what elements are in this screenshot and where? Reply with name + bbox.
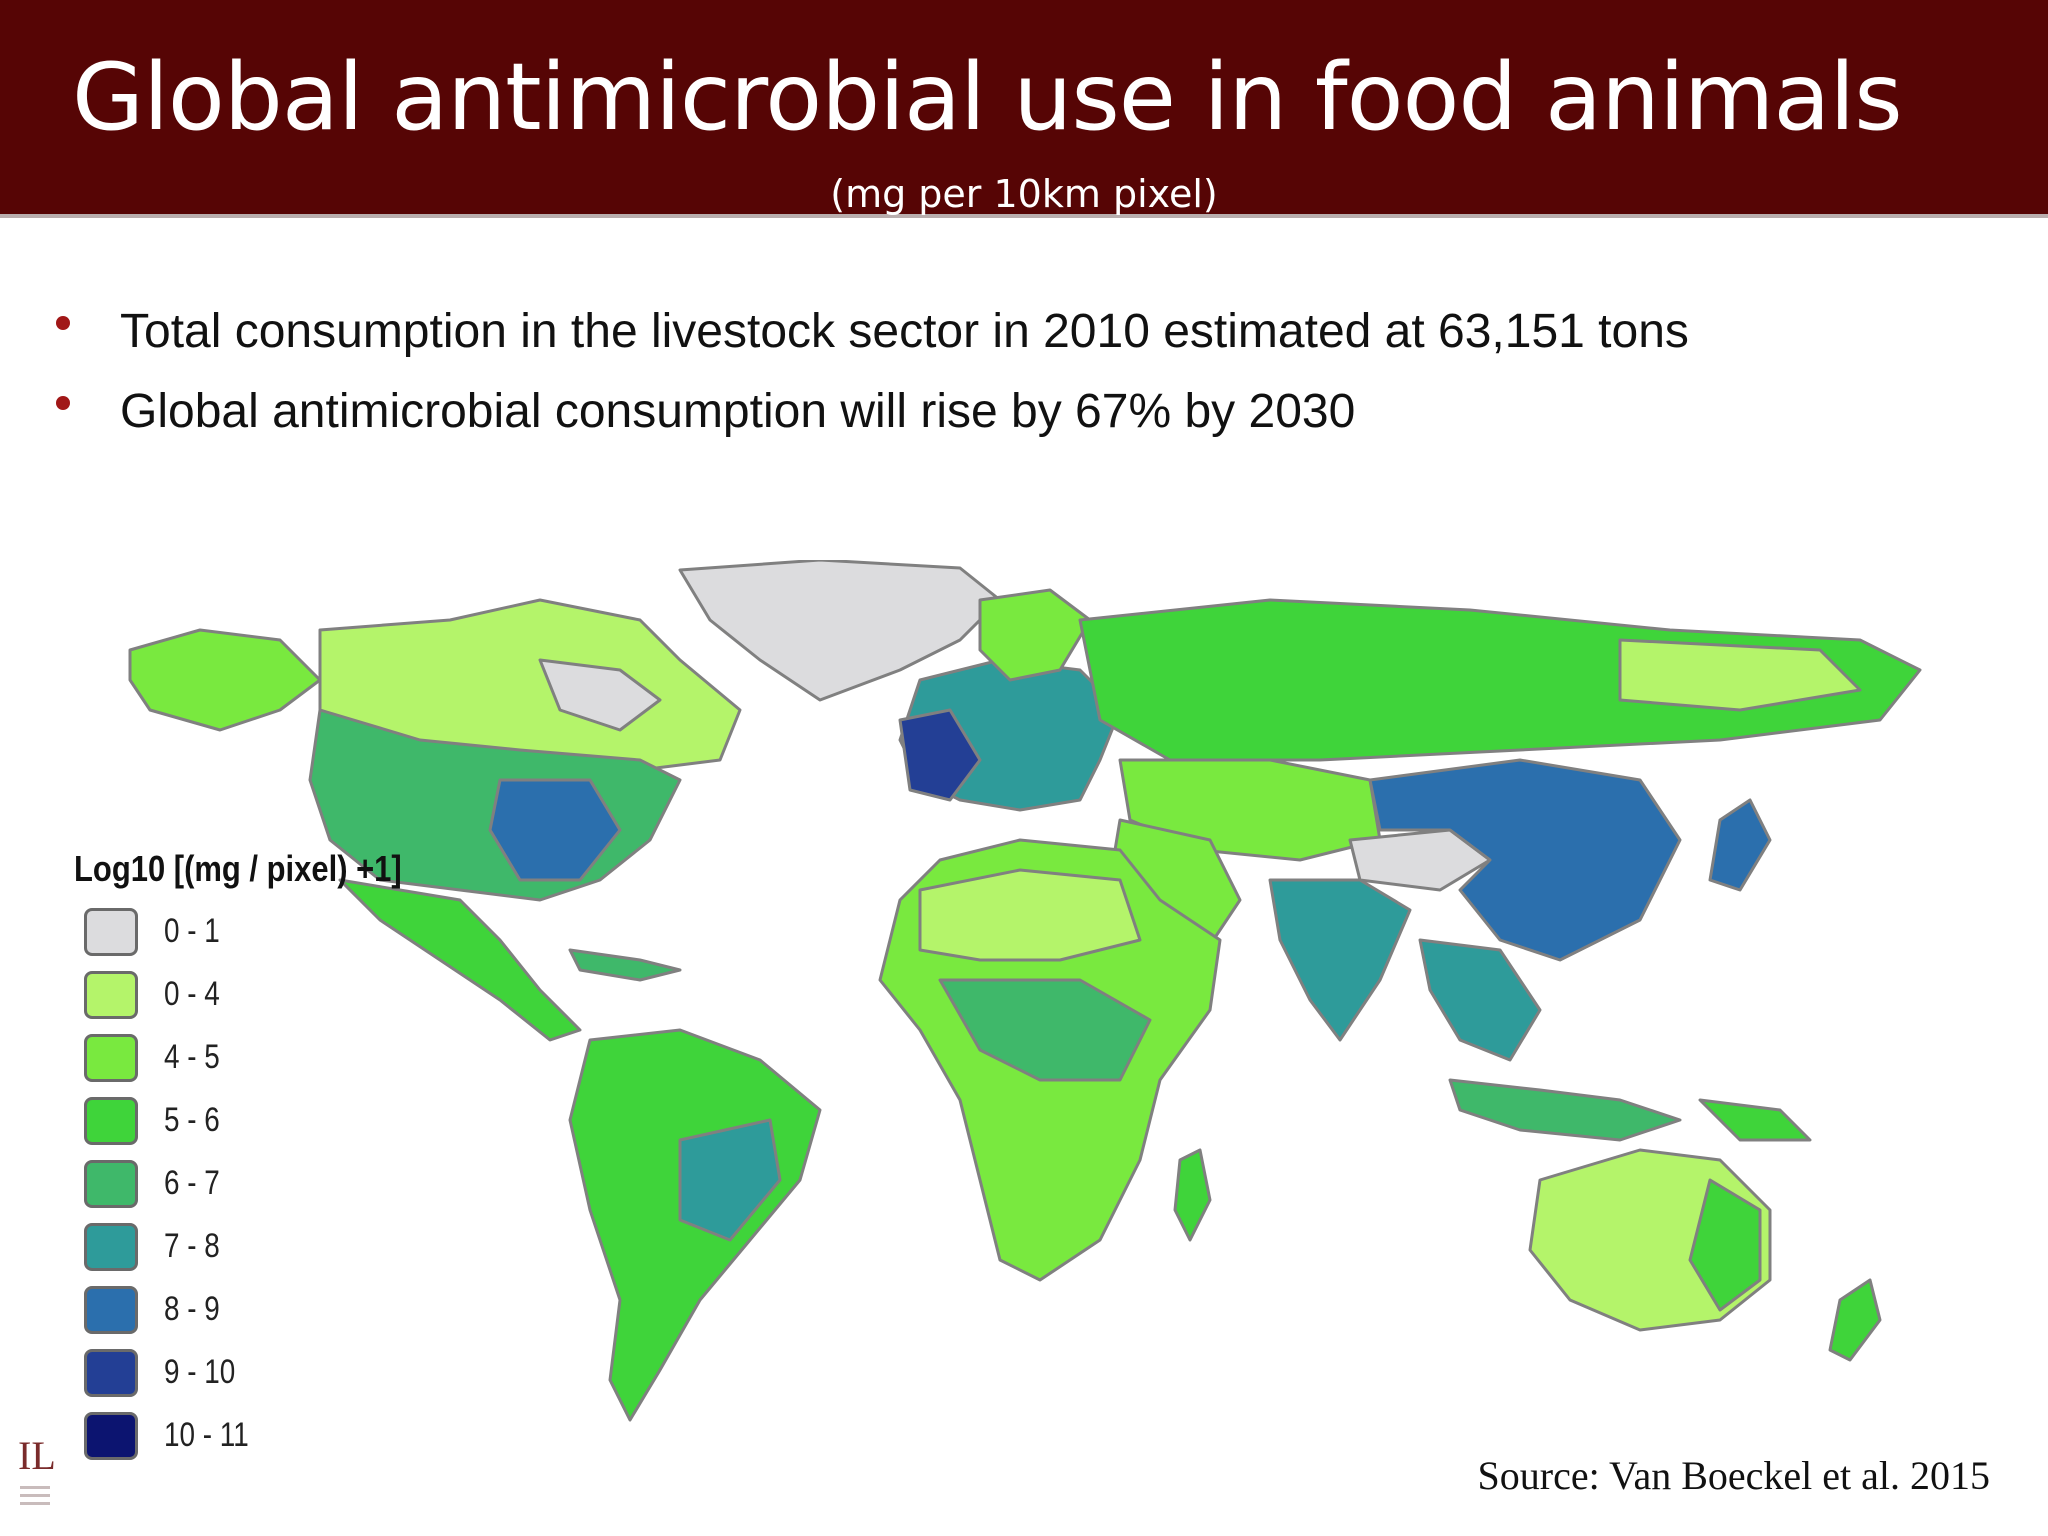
- legend-title: Log10 [(mg / pixel) +1]: [74, 848, 402, 889]
- bullet-item: Global antimicrobial consumption will ri…: [52, 380, 2002, 460]
- world-map: [128, 560, 1922, 1422]
- region-northern-canada: [538, 658, 662, 732]
- legend-label: 0 - 1: [164, 912, 220, 950]
- region-india: [1268, 878, 1412, 1042]
- region-indonesia: [1448, 1078, 1682, 1142]
- legend-label: 4 - 5: [164, 1038, 220, 1076]
- region-tibet: [1348, 828, 1492, 892]
- region-usa-east: [488, 778, 622, 882]
- legend-swatch: [84, 1349, 138, 1397]
- bullet-dot-icon: [56, 316, 70, 330]
- region-papua: [1698, 1098, 1812, 1142]
- legend-swatch: [84, 1286, 138, 1334]
- region-brazil-south: [678, 1118, 782, 1242]
- page-title: Global antimicrobial use in food animals: [72, 43, 1903, 151]
- region-siberia-light: [1618, 638, 1862, 712]
- title-banner: Global antimicrobial use in food animals…: [0, 0, 2048, 218]
- bullet-text: Total consumption in the livestock secto…: [120, 305, 1689, 358]
- legend-swatch: [84, 1034, 138, 1082]
- region-mexico: [338, 878, 582, 1042]
- region-western-europe: [898, 708, 982, 802]
- source-citation: Source: Van Boeckel et al. 2015: [1477, 1453, 1990, 1498]
- legend-swatch: [84, 1412, 138, 1460]
- region-china: [1368, 758, 1682, 962]
- logo-lines-icon: [20, 1486, 50, 1510]
- legend-label: 8 - 9: [164, 1290, 220, 1328]
- legend-swatch: [84, 971, 138, 1019]
- legend-swatch: [84, 1160, 138, 1208]
- region-madagascar: [1173, 1148, 1212, 1242]
- region-australia-east: [1688, 1178, 1762, 1312]
- legend-swatch: [84, 1223, 138, 1271]
- region-scandinavia: [978, 588, 1092, 682]
- legend-label: 10 - 11: [164, 1416, 249, 1454]
- region-sub-saharan: [938, 978, 1152, 1082]
- logo-text: IL: [18, 1433, 56, 1478]
- legend-swatch: [84, 908, 138, 956]
- bullet-text: Global antimicrobial consumption will ri…: [120, 385, 1356, 438]
- logo: IL: [18, 1432, 58, 1522]
- bullet-dot-icon: [56, 396, 70, 410]
- legend-label: 9 - 10: [164, 1353, 236, 1391]
- legend-label: 0 - 4: [164, 975, 220, 1013]
- region-sahara: [918, 868, 1142, 962]
- legend-swatch: [84, 1097, 138, 1145]
- legend-label: 5 - 6: [164, 1101, 220, 1139]
- bullet-item: Total consumption in the livestock secto…: [52, 300, 2002, 380]
- region-new-zealand: [1828, 1278, 1882, 1362]
- region-alaska: [128, 628, 322, 732]
- map-legend: Log10 [(mg / pixel) +1] 0 - 1 0 - 4 4 - …: [74, 848, 494, 1460]
- region-southeast-asia: [1418, 938, 1542, 1062]
- bullet-list: Total consumption in the livestock secto…: [52, 300, 2002, 460]
- region-japan: [1708, 798, 1772, 892]
- region-caribbean: [568, 948, 682, 982]
- page-subtitle: (mg per 10km pixel): [830, 172, 1218, 216]
- legend-label: 6 - 7: [164, 1164, 220, 1202]
- legend-label: 7 - 8: [164, 1227, 220, 1265]
- region-greenland: [678, 560, 1002, 702]
